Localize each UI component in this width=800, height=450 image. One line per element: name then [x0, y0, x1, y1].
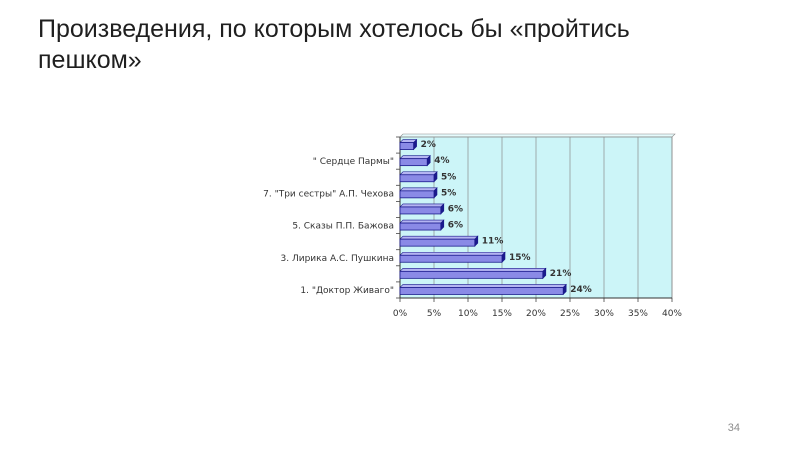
- bar: [399, 270, 544, 279]
- data-label: 24%: [570, 285, 592, 295]
- bar: [399, 142, 415, 150]
- data-label: 5%: [441, 188, 456, 198]
- category-label: 7. "Три сестры" А.П. Чехова: [263, 189, 394, 199]
- bar: [399, 158, 428, 167]
- bar: [399, 206, 442, 215]
- bar-top-face: [399, 284, 567, 288]
- page-number: 34: [727, 422, 740, 434]
- data-label: 6%: [448, 221, 463, 231]
- x-tick-label: 30%: [594, 309, 614, 319]
- data-label: 15%: [509, 253, 531, 263]
- data-label: 21%: [550, 269, 572, 279]
- category-label: " Сердце Пармы": [313, 157, 394, 167]
- x-tick-label: 15%: [492, 309, 512, 319]
- x-tick-label: 5%: [427, 309, 442, 319]
- x-tick-label: 25%: [560, 309, 580, 319]
- data-label: 6%: [448, 204, 463, 214]
- slide-title: Произведения, по которым хотелось бы «пр…: [38, 15, 630, 74]
- bar-top-face: [399, 251, 506, 256]
- plot-top-face: [399, 133, 676, 138]
- bar: [399, 254, 503, 263]
- bar-top-face: [399, 155, 431, 159]
- x-tick-label: 35%: [628, 309, 648, 319]
- bar-top-face: [399, 219, 445, 224]
- x-tick-label: 10%: [458, 309, 478, 319]
- category-label: 5. Сказы П.П. Бажова: [292, 222, 394, 232]
- bar: [399, 222, 442, 231]
- bar: [399, 190, 435, 199]
- data-label: 4%: [434, 156, 449, 166]
- bar-top-face: [399, 187, 438, 192]
- category-label: 1. "Доктор Живаго": [300, 286, 394, 296]
- data-label: 2%: [421, 140, 436, 150]
- data-label: 5%: [441, 172, 456, 182]
- x-tick-label: 20%: [526, 309, 546, 319]
- bar: [399, 174, 435, 183]
- bar-top-face: [399, 268, 547, 272]
- data-label: 11%: [482, 237, 504, 247]
- bar: [399, 238, 476, 247]
- bar-top-face: [399, 203, 445, 208]
- x-tick-label: 0%: [393, 309, 408, 319]
- bar: [399, 287, 564, 295]
- bar-top-face: [399, 171, 438, 176]
- bar-top-face: [399, 235, 479, 240]
- x-tick-label: 40%: [662, 309, 682, 319]
- category-label: 3. Лирика А.С. Пушкина: [281, 254, 394, 264]
